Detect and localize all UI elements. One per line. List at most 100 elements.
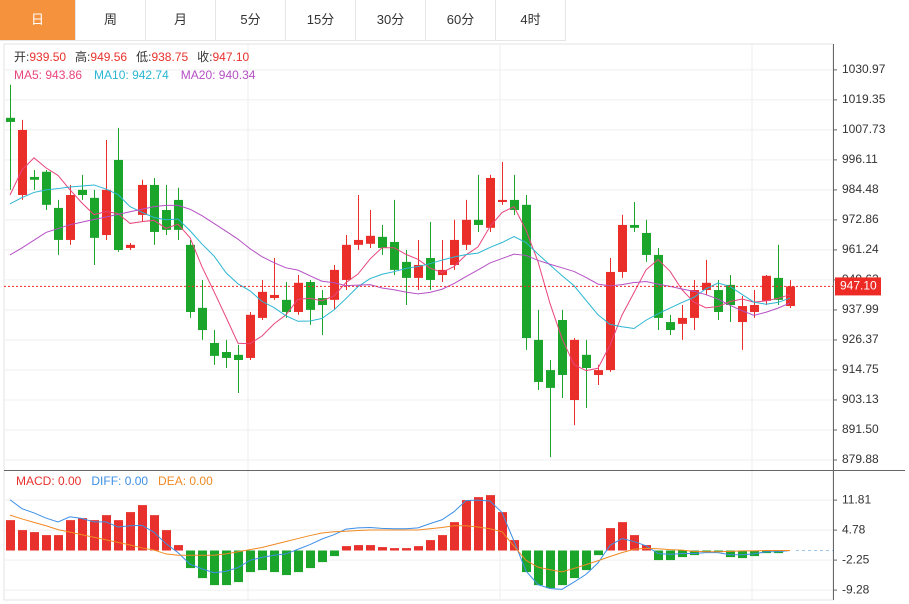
indicator-line — [9, 184, 791, 330]
candle-body — [306, 282, 315, 310]
y-tick-label: 11.81 — [842, 492, 871, 506]
candle-body — [42, 171, 51, 205]
candle-body — [654, 254, 663, 318]
candle-body — [702, 282, 711, 291]
macd-bar — [606, 528, 615, 551]
period-tab[interactable]: 30分 — [356, 0, 426, 40]
readout-label: 收: — [197, 50, 212, 64]
candle-body — [102, 189, 111, 236]
macd-bar — [258, 550, 267, 571]
candle-body — [222, 352, 231, 358]
macd-bar — [354, 545, 363, 551]
candle-body — [258, 291, 267, 318]
candle-body — [174, 199, 183, 230]
candle-body — [522, 204, 531, 339]
y-tick-label: 879.88 — [842, 452, 879, 466]
candle-body — [618, 224, 627, 272]
macd-bar — [690, 550, 699, 556]
candle-body — [54, 207, 63, 240]
macd-bar — [474, 497, 483, 551]
candle-body — [474, 219, 483, 225]
candle-body — [270, 294, 279, 299]
candle-body — [138, 184, 147, 215]
macd-bar — [18, 530, 27, 551]
candle-body — [318, 298, 327, 306]
y-tick-label: 903.13 — [842, 392, 879, 406]
candle-body — [714, 290, 723, 312]
period-tab[interactable]: 5分 — [216, 0, 286, 40]
macd-bar — [198, 550, 207, 579]
readout-value: 939.50 — [29, 50, 66, 64]
period-tab[interactable]: 日 — [0, 0, 76, 40]
macd-bar — [234, 550, 243, 583]
candle-body — [78, 189, 87, 196]
candle-body — [486, 177, 495, 228]
y-tick-label: -2.25 — [842, 552, 870, 566]
macd-bar — [558, 550, 567, 586]
macd-bar — [402, 548, 411, 551]
macd-bar — [114, 520, 123, 551]
candle-body — [126, 244, 135, 248]
period-tab[interactable]: 60分 — [426, 0, 496, 40]
candle-body — [462, 219, 471, 245]
readout-value: 947.10 — [212, 50, 249, 64]
readout-value: 938.75 — [151, 50, 188, 64]
period-tab[interactable]: 15分 — [286, 0, 356, 40]
macd-bar — [642, 545, 651, 551]
candle-body — [678, 317, 687, 324]
macd-bar — [570, 550, 579, 579]
macd-bar — [66, 520, 75, 551]
ma-legend: MA5: 943.86 MA10: 942.74 MA20: 940.34 — [14, 68, 256, 82]
macd-bar — [342, 546, 351, 551]
macd-bar — [726, 550, 735, 558]
y-tick-label: 891.50 — [842, 422, 879, 436]
period-tab[interactable]: 月 — [146, 0, 216, 40]
macd-bar — [270, 550, 279, 573]
macd-bar — [594, 550, 603, 556]
macd-bar — [90, 520, 99, 551]
indicator-line — [9, 157, 791, 372]
candle-body — [750, 305, 759, 312]
candle-body — [150, 184, 159, 232]
macd-bar — [522, 550, 531, 573]
candle-body — [234, 354, 243, 361]
candle-body — [66, 195, 75, 240]
macd-bar — [510, 540, 519, 551]
macd-bar — [174, 545, 183, 551]
macd-bar — [102, 515, 111, 551]
macd-bar — [390, 548, 399, 551]
macd-bar — [450, 522, 459, 551]
period-tab[interactable]: 周 — [76, 0, 146, 40]
macd-bar — [222, 550, 231, 586]
macd-bar — [438, 535, 447, 551]
period-tab[interactable]: 4时 — [496, 0, 566, 40]
macd-bar — [78, 518, 87, 551]
readout-value: 949.56 — [90, 50, 127, 64]
y-tick-label: 996.11 — [842, 152, 878, 166]
candle-body — [642, 232, 651, 255]
macd-bar — [378, 547, 387, 551]
candle-body — [390, 242, 399, 270]
candle-body — [414, 264, 423, 278]
legend-entry: MA5: 943.86 — [14, 68, 82, 82]
ohlc-readout: 开:939.50 高:949.56 低:938.75 收:947.10 — [14, 49, 250, 64]
macd-bar — [618, 522, 627, 551]
y-tick-label: 1019.35 — [842, 92, 886, 106]
macd-bar — [666, 550, 675, 561]
candle-body — [762, 275, 771, 301]
macd-bar — [246, 550, 255, 573]
macd-bar — [750, 550, 759, 557]
candle-body — [582, 354, 591, 369]
macd-bar — [330, 550, 339, 557]
candle-body — [30, 176, 39, 180]
macd-bar — [414, 546, 423, 551]
macd-bar — [6, 520, 15, 551]
readout-label: 低: — [136, 50, 151, 64]
indicator-line — [9, 514, 790, 573]
candle-body — [570, 339, 579, 401]
y-tick-label: 1007.73 — [842, 122, 886, 136]
candle-body — [786, 286, 795, 307]
y-tick-label: 984.48 — [842, 182, 879, 196]
macd-bar — [294, 550, 303, 573]
legend-entry: MACD: 0.00 — [16, 474, 82, 488]
